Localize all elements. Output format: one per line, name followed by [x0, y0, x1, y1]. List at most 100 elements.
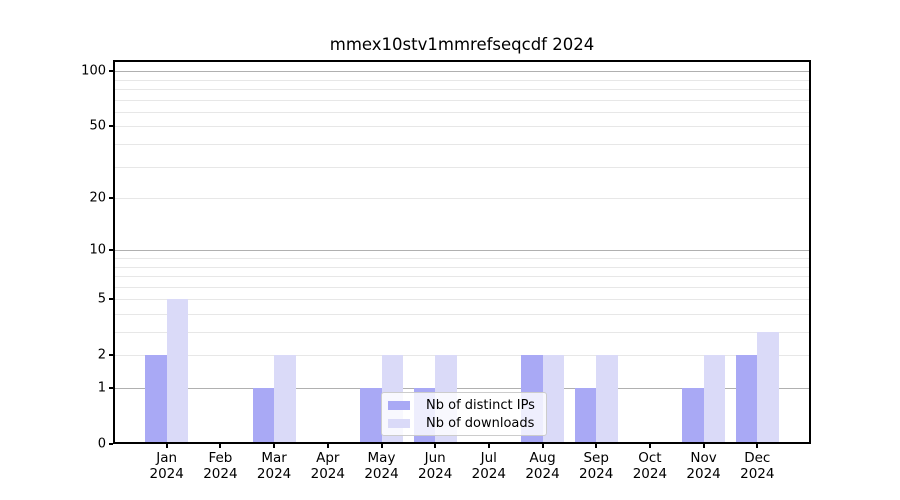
y-tick [109, 354, 113, 357]
x-tick-year: 2024 [149, 466, 184, 482]
bar-nb-of-downloads-sep [596, 355, 618, 442]
bar-nb-of-distinct-ips-sep [574, 388, 597, 442]
y-tick [109, 70, 113, 73]
x-tick [165, 444, 168, 448]
x-tick-label: Sep 2024 [561, 450, 631, 482]
x-tick [756, 444, 759, 448]
bar-nb-of-distinct-ips-jan [145, 355, 167, 442]
bar-nb-of-distinct-ips-mar [252, 388, 275, 442]
x-tick-month: Jul [480, 450, 497, 466]
gridline-minor [115, 258, 809, 259]
x-tick-year: 2024 [740, 466, 775, 482]
x-tick-year: 2024 [632, 466, 668, 482]
legend-item-downloads: Nb of downloads [388, 415, 540, 431]
x-tick-year: 2024 [471, 466, 506, 482]
x-tick [648, 444, 651, 448]
gridline-minor [115, 314, 809, 315]
legend-label-downloads: Nb of downloads [426, 415, 535, 431]
x-tick-label: May 2024 [347, 450, 417, 482]
x-tick [219, 444, 222, 448]
x-tick-label: Jan 2024 [132, 450, 202, 482]
x-tick-year: 2024 [256, 466, 292, 482]
x-tick-label: Aug 2024 [508, 450, 578, 482]
x-tick-month: Jun [424, 450, 446, 466]
x-tick-year: 2024 [418, 466, 453, 482]
gridline-minor [115, 276, 809, 277]
y-tick-label: 5 [97, 291, 106, 307]
x-tick [273, 444, 276, 448]
x-tick-month: Oct [638, 450, 662, 466]
x-tick [434, 444, 437, 448]
x-tick [541, 444, 544, 448]
y-tick [109, 387, 113, 389]
gridline-minor [115, 286, 809, 288]
gridline-major [115, 250, 809, 252]
plot-frame [113, 60, 811, 444]
y-tick [109, 298, 113, 301]
x-tick-year: 2024 [203, 466, 238, 482]
x-tick-label: Apr 2024 [293, 450, 363, 482]
x-tick-label: Jul 2024 [454, 450, 524, 482]
x-tick-month: Mar [261, 450, 287, 466]
x-tick-month: May [367, 450, 396, 466]
y-tick [109, 125, 113, 128]
bar-nb-of-downloads-jan [166, 299, 189, 442]
x-tick-year: 2024 [364, 466, 399, 482]
gridline-minor [115, 126, 809, 128]
x-tick-label: Jun 2024 [400, 450, 470, 482]
x-tick-label: Oct 2024 [615, 450, 685, 482]
legend-label-distinct-ips: Nb of distinct IPs [426, 397, 535, 413]
gridline-minor [115, 99, 809, 101]
legend-item-distinct-ips: Nb of distinct IPs [388, 397, 540, 413]
gridline-major [115, 388, 809, 389]
x-tick-year: 2024 [310, 466, 345, 482]
gridline-minor [115, 198, 809, 200]
bar-nb-of-distinct-ips-may [360, 388, 382, 442]
y-tick [109, 443, 113, 445]
y-tick-label: 0 [97, 436, 106, 452]
y-tick [109, 249, 113, 252]
x-tick-month: Feb [208, 450, 233, 466]
x-tick-label: Feb 2024 [185, 450, 255, 482]
x-tick-month: Nov [690, 450, 717, 466]
x-tick-month: Dec [744, 450, 771, 466]
x-tick [595, 444, 598, 448]
legend: Nb of distinct IPs Nb of downloads [381, 392, 547, 436]
x-tick-label: Mar 2024 [239, 450, 309, 482]
gridline-minor [115, 144, 809, 145]
x-tick-month: Jan [156, 450, 178, 466]
y-tick-label: 1 [97, 380, 106, 396]
x-tick-year: 2024 [579, 466, 614, 482]
gridline-minor [115, 332, 809, 333]
bar-nb-of-downloads-mar [274, 355, 296, 442]
bar-nb-of-distinct-ips-nov [682, 388, 704, 442]
x-tick-year: 2024 [525, 466, 560, 482]
gridline-minor [115, 89, 809, 90]
legend-swatch-distinct-ips [388, 400, 410, 410]
gridline-minor [115, 79, 809, 81]
gridline-minor [115, 166, 809, 168]
y-tick-label: 50 [89, 118, 106, 134]
gridline-minor [115, 266, 809, 268]
y-tick-label: 20 [89, 190, 106, 206]
bar-nb-of-distinct-ips-dec [735, 355, 758, 442]
x-tick [702, 444, 705, 448]
legend-swatch-downloads [388, 418, 410, 428]
chart-title: mmex10stv1mmrefseqcdf 2024 [329, 35, 595, 54]
y-tick-label: 2 [97, 347, 106, 363]
gridline-major [115, 71, 809, 73]
x-tick-month: Aug [529, 450, 556, 466]
bar-nb-of-downloads-aug [542, 355, 564, 442]
y-tick-label: 10 [89, 242, 106, 258]
y-tick [109, 197, 113, 200]
x-tick-month: Apr [316, 450, 340, 466]
x-tick [487, 444, 490, 448]
x-tick-label: Nov 2024 [669, 450, 739, 482]
bar-nb-of-downloads-nov [703, 355, 726, 442]
gridline-minor [115, 299, 809, 301]
x-tick-year: 2024 [686, 466, 721, 482]
x-tick-label: Dec 2024 [722, 450, 792, 482]
bar-nb-of-downloads-dec [757, 332, 779, 442]
gridline-minor [115, 355, 809, 357]
